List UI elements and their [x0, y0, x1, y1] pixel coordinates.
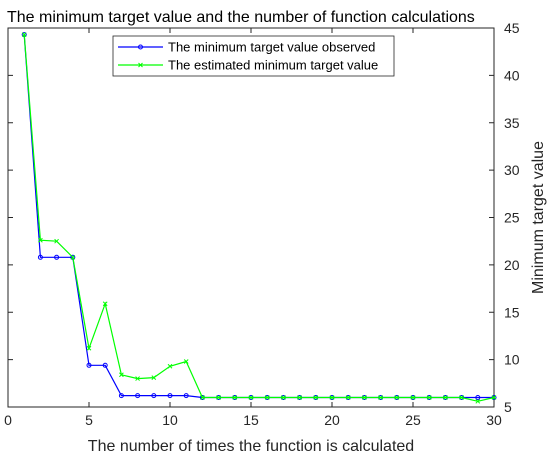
- plot-area: [7, 27, 495, 408]
- data-point: [475, 395, 481, 401]
- data-point: [459, 395, 464, 400]
- data-point: [329, 395, 335, 400]
- y-tick-label: 15: [504, 304, 520, 320]
- legend-marker: [138, 62, 143, 68]
- legend-label: The minimum target value observed: [168, 40, 375, 55]
- data-point: [216, 395, 221, 400]
- legend-item[interactable]: The estimated minimum target value: [118, 58, 378, 73]
- series-layer: [21, 32, 497, 404]
- series-line: [23, 34, 495, 402]
- series-2: [21, 32, 497, 404]
- data-point: [362, 395, 367, 400]
- data-point: [118, 393, 124, 399]
- data-point: [86, 362, 92, 368]
- x-tick-label: 20: [324, 412, 340, 428]
- y-tick-label: 20: [504, 257, 520, 273]
- data-point: [297, 395, 302, 400]
- data-point: [345, 395, 351, 400]
- data-point: [21, 32, 27, 37]
- y-tick-label: 25: [504, 210, 520, 226]
- data-point: [410, 395, 416, 400]
- data-point: [378, 395, 383, 400]
- legend[interactable]: The minimum target value observed The est…: [112, 35, 395, 77]
- y-tick-label: 5: [504, 399, 512, 415]
- x-tick-label: 10: [162, 412, 178, 428]
- series-1: [21, 32, 497, 401]
- x-tick-label: 30: [486, 412, 502, 428]
- x-tick-label: 15: [243, 412, 259, 428]
- data-point: [54, 238, 59, 244]
- series-line: [23, 34, 494, 399]
- y-axis-title: Minimum target value: [530, 141, 547, 294]
- legend-item[interactable]: The minimum target value observed: [118, 40, 375, 55]
- y-tick-label: 10: [504, 352, 520, 368]
- y-tick-label: 35: [504, 115, 520, 131]
- data-point: [475, 398, 481, 404]
- data-point: [232, 395, 238, 400]
- data-point: [264, 395, 270, 400]
- data-point: [443, 395, 448, 400]
- y-tick-label: 30: [504, 162, 520, 178]
- chart-title: The minimum target value and the number …: [7, 9, 475, 26]
- data-point: [426, 395, 432, 400]
- y-tick-label: 45: [504, 20, 520, 36]
- legend-marker: [138, 44, 143, 50]
- data-point: [183, 393, 189, 399]
- data-point: [151, 375, 157, 380]
- data-point: [200, 395, 205, 400]
- data-point: [135, 393, 141, 399]
- data-point: [183, 359, 189, 364]
- data-point: [167, 393, 173, 399]
- data-point: [167, 363, 173, 369]
- data-point: [135, 376, 140, 381]
- data-point: [37, 254, 43, 260]
- x-axis: 0 5 10 15 20 25 30: [4, 28, 502, 428]
- data-point: [281, 395, 286, 400]
- data-point: [70, 254, 76, 260]
- x-tick-label: 0: [4, 412, 12, 428]
- data-point: [54, 254, 60, 260]
- data-point: [491, 395, 497, 400]
- data-point: [248, 395, 254, 400]
- data-point: [86, 345, 92, 351]
- data-point: [38, 237, 43, 243]
- data-point: [151, 393, 157, 399]
- data-point: [102, 301, 108, 307]
- x-tick-label: 5: [85, 412, 93, 428]
- data-point: [313, 395, 319, 400]
- x-tick-label: 25: [405, 412, 421, 428]
- legend-box: [112, 35, 395, 77]
- x-axis-title: The number of times the function is calc…: [88, 438, 414, 455]
- data-point: [119, 372, 124, 378]
- data-point: [394, 395, 400, 400]
- y-axis: 5 10 15 20 25 30 35 40 45: [8, 20, 520, 415]
- data-point: [102, 362, 108, 368]
- legend-label: The estimated minimum target value: [168, 58, 378, 73]
- y-tick-label: 40: [504, 67, 520, 83]
